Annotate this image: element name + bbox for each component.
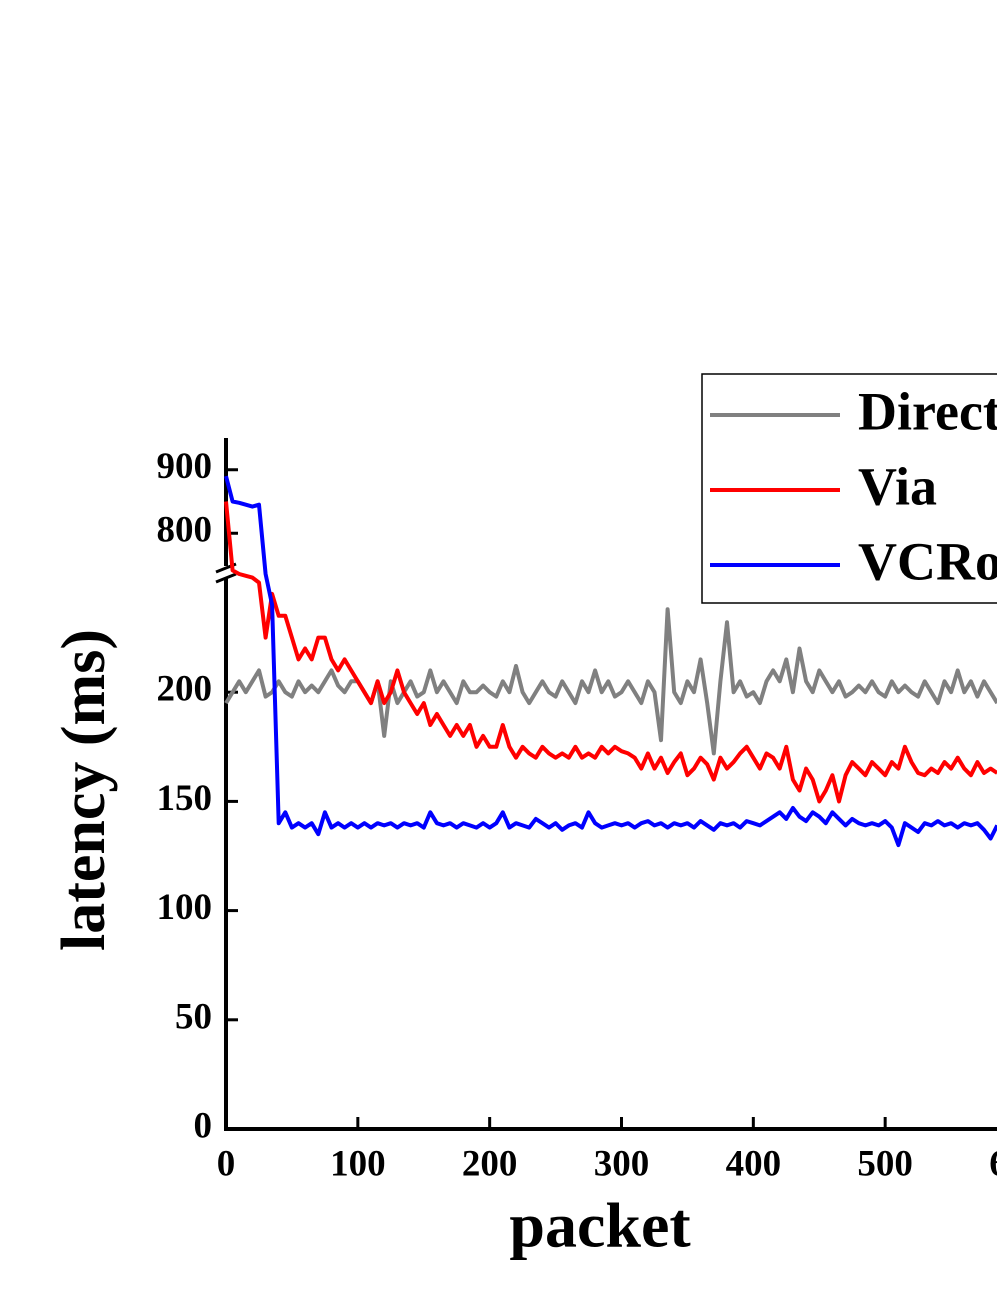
x-tick-label: 500 [857, 1143, 913, 1184]
x-axis-label: packet [509, 1190, 691, 1261]
y-tick-label: 100 [157, 887, 213, 928]
y-tick-upper-label: 900 [157, 446, 213, 487]
x-tick-label: 200 [462, 1143, 518, 1184]
legend-label: Direct [858, 381, 997, 441]
x-tick-label: 600 [989, 1143, 997, 1184]
series-line [224, 607, 997, 756]
x-tick-label: 400 [726, 1143, 782, 1184]
plot-area: 0 100 200 300 400 500 600 0 50 100 150 200 800 900 Dir… [157, 373, 997, 1184]
legend-label: Via [858, 456, 937, 516]
x-tick-label: 300 [594, 1143, 650, 1184]
series-line [224, 475, 997, 848]
y-tick-upper-label: 800 [157, 510, 213, 551]
y-axis-label: latency (ms) [50, 629, 118, 951]
x-tick-label: 0 [217, 1143, 236, 1184]
x-tick-label: 100 [330, 1143, 386, 1184]
series-line [224, 501, 997, 804]
axis-break [215, 572, 237, 584]
y-tick-label: 150 [157, 778, 213, 819]
legend: Direct Via VCRo [701, 373, 997, 604]
y-tick-label: 50 [175, 996, 212, 1037]
y-tick-label: 200 [157, 669, 213, 710]
y-tick-label: 0 [194, 1105, 213, 1146]
legend-label: VCRo [858, 531, 997, 591]
